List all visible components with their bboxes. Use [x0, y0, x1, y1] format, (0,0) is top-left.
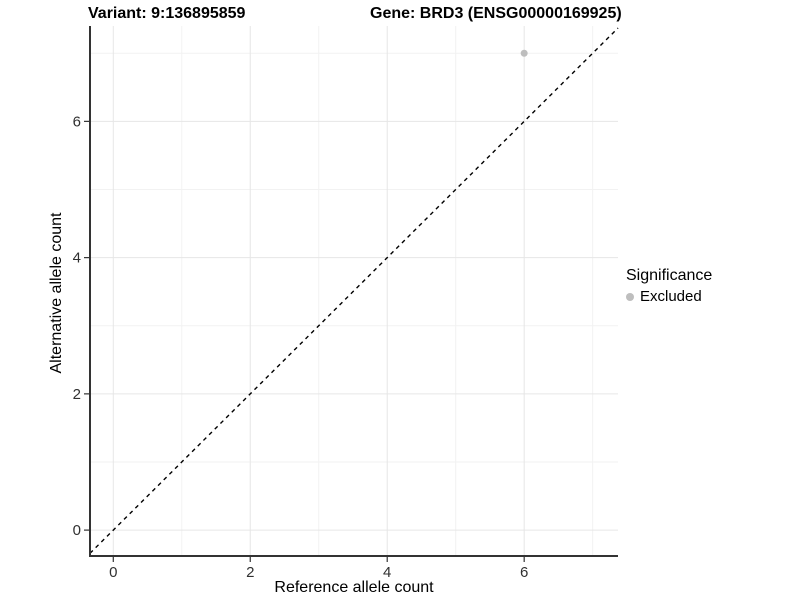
y-tick-label: 0: [73, 522, 81, 539]
plot-title-variant: Variant: 9:136895859: [88, 5, 246, 22]
legend-item-label: Excluded: [640, 288, 702, 305]
plot-title-gene: Gene: BRD3 (ENSG00000169925): [370, 5, 622, 22]
legend-point-icon: [626, 292, 634, 301]
legend-title: Significance: [626, 267, 713, 284]
identity-reference-line: [89, 27, 619, 554]
y-tick-label: 2: [73, 386, 81, 403]
x-tick-label: 0: [109, 564, 117, 581]
legend-item-excluded: Excluded: [626, 288, 712, 305]
legend: Significance Excluded: [626, 267, 712, 305]
x-tick-label: 2: [246, 564, 254, 581]
y-tick-label: 4: [73, 250, 81, 267]
y-axis-title: Alternative allele count: [48, 212, 65, 374]
x-axis-title: Reference allele count: [274, 579, 434, 596]
x-tick-label: 4: [383, 564, 391, 581]
x-tick-label: 6: [520, 564, 528, 581]
y-tick-label: 6: [73, 113, 81, 130]
data-point: [520, 49, 528, 57]
